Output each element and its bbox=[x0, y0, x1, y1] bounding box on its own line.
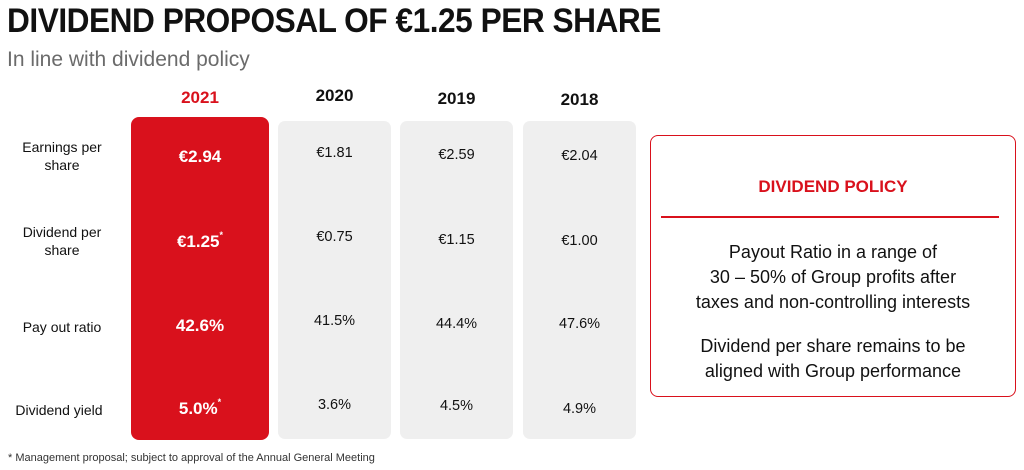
row-label-line: Pay out ratio bbox=[22, 319, 102, 335]
footnote: * Management proposal; subject to approv… bbox=[8, 452, 375, 464]
policy-line: Dividend per share remains to be bbox=[700, 336, 966, 356]
cell-payout-2021: 42.6% bbox=[175, 316, 225, 335]
column-panel-2019 bbox=[400, 121, 513, 439]
policy-title: DIVIDEND POLICY bbox=[758, 177, 908, 196]
year-header-2019: 2019 bbox=[437, 89, 476, 108]
cell-eps-2018: €2.04 bbox=[561, 148, 598, 164]
cell-eps-2020: €1.81 bbox=[316, 145, 353, 161]
policy-line: Payout Ratio in a range of bbox=[728, 242, 938, 262]
year-header-2020: 2020 bbox=[315, 86, 354, 105]
row-label-line: share bbox=[44, 157, 80, 173]
policy-line: 30 – 50% of Group profits after bbox=[709, 267, 957, 287]
cell-eps-2021: €2.94 bbox=[178, 147, 222, 166]
row-label-pay-out-ratio: Pay out ratio bbox=[0, 318, 124, 336]
cell-dps-2019: €1.15 bbox=[438, 232, 475, 248]
row-label-line: Dividend yield bbox=[15, 402, 103, 418]
cell-eps-2019: €2.59 bbox=[438, 147, 475, 163]
footnote-marker: * bbox=[217, 397, 222, 407]
cell-dps-2021: €1.25* bbox=[176, 230, 224, 251]
cell-yield-2018: 4.9% bbox=[562, 401, 597, 417]
cell-dps-2018: €1.00 bbox=[561, 233, 598, 249]
cell-payout-2020: 41.5% bbox=[313, 313, 356, 329]
row-label-line: share bbox=[44, 242, 80, 258]
row-label-dividend-yield: Dividend yield bbox=[0, 401, 118, 419]
dividend-policy-box: DIVIDEND POLICY Payout Ratio in a range … bbox=[650, 135, 1016, 397]
year-header-2018: 2018 bbox=[560, 90, 599, 109]
policy-performance-text: Dividend per share remains to be aligned… bbox=[651, 334, 1015, 384]
cell-yield-2021: 5.0%* bbox=[178, 397, 222, 418]
page-subtitle: In line with dividend policy bbox=[7, 48, 250, 71]
cell-payout-2019: 44.4% bbox=[435, 316, 478, 332]
column-panel-2018 bbox=[523, 121, 636, 439]
cell-payout-2018: 47.6% bbox=[558, 316, 601, 332]
policy-divider bbox=[661, 216, 999, 218]
cell-yield-2020: 3.6% bbox=[317, 397, 352, 413]
column-panel-2021 bbox=[131, 117, 269, 440]
policy-line: aligned with Group performance bbox=[704, 361, 962, 381]
row-label-line: Earnings per bbox=[22, 139, 102, 155]
policy-payout-text: Payout Ratio in a range of 30 – 50% of G… bbox=[651, 240, 1015, 315]
row-label-earnings-per-share: Earnings per share bbox=[0, 138, 124, 174]
policy-line: taxes and non-controlling interests bbox=[695, 292, 971, 312]
row-label-dividend-per-share: Dividend per share bbox=[0, 223, 124, 259]
year-header-2021: 2021 bbox=[181, 88, 219, 107]
page-title: DIVIDEND PROPOSAL OF €1.25 PER SHARE bbox=[7, 2, 661, 40]
column-panel-2020 bbox=[278, 121, 391, 439]
row-label-line: Dividend per bbox=[22, 224, 102, 240]
cell-dps-2020: €0.75 bbox=[316, 229, 353, 245]
cell-yield-2019: 4.5% bbox=[439, 398, 474, 414]
footnote-marker: * bbox=[219, 230, 224, 240]
